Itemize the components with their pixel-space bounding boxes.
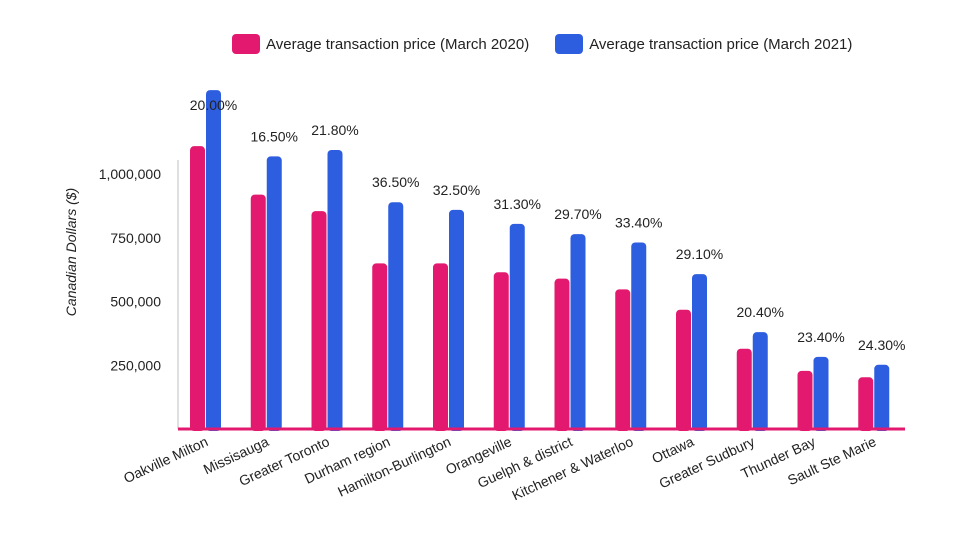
data-label: 29.70% (554, 206, 601, 222)
bar-2020 (311, 211, 327, 431)
bar-2021 (692, 274, 707, 431)
data-label: 23.40% (797, 329, 844, 345)
bar-2021 (327, 149, 343, 431)
legend-item-2021[interactable]: Average transaction price (March 2021) (555, 34, 852, 54)
data-label: 36.50% (372, 174, 419, 190)
data-label: 24.30% (858, 337, 905, 353)
bar-2021 (631, 242, 647, 431)
legend-item-2020[interactable]: Average transaction price (March 2020) (232, 34, 529, 54)
bar-2021 (570, 234, 586, 431)
bar-2020 (858, 377, 874, 431)
bar-2021 (388, 202, 404, 431)
y-tick-label: 1,000,000 (99, 166, 161, 182)
bar-2020 (250, 194, 266, 431)
bar-2021 (874, 364, 890, 431)
y-axis-title: Canadian Dollars ($) (63, 188, 79, 316)
data-label: 33.40% (615, 214, 662, 230)
data-label: 32.50% (433, 182, 480, 198)
y-tick-label: 500,000 (110, 294, 161, 310)
legend: Average transaction price (March 2020) A… (232, 34, 852, 54)
bar-2021 (509, 223, 525, 431)
legend-swatch-2020 (232, 34, 260, 54)
data-label: 29.10% (676, 246, 723, 262)
y-tick-label: 250,000 (110, 357, 161, 373)
bar-2021 (206, 90, 221, 431)
bar-2021 (449, 209, 464, 431)
bar-2020 (736, 348, 752, 431)
y-tick-label: 750,000 (110, 230, 161, 246)
bar-2020 (676, 309, 691, 431)
bar-2020 (433, 263, 448, 431)
data-label: 20.40% (737, 304, 784, 320)
bar-2020 (493, 272, 509, 431)
x-tick-label: Hamilton-Burlington (335, 433, 453, 499)
data-label: 31.30% (494, 196, 541, 212)
legend-swatch-2021 (555, 34, 584, 54)
data-label: 20.00% (190, 97, 237, 113)
bar-2021 (752, 332, 768, 431)
bar-2020 (797, 370, 813, 431)
bar-2020 (615, 289, 631, 431)
bar-2020 (190, 146, 205, 431)
bar-2021 (266, 156, 282, 431)
data-label: 16.50% (251, 128, 298, 144)
x-tick-label: Oakville Milton (121, 433, 210, 486)
bar-2020 (554, 278, 570, 431)
legend-label-2020: Average transaction price (March 2020) (266, 35, 530, 53)
data-label: 21.80% (311, 122, 358, 138)
legend-label-2021: Average transaction price (March 2021) (589, 35, 853, 53)
bar-2021 (813, 356, 829, 431)
bar-2020 (372, 263, 388, 431)
